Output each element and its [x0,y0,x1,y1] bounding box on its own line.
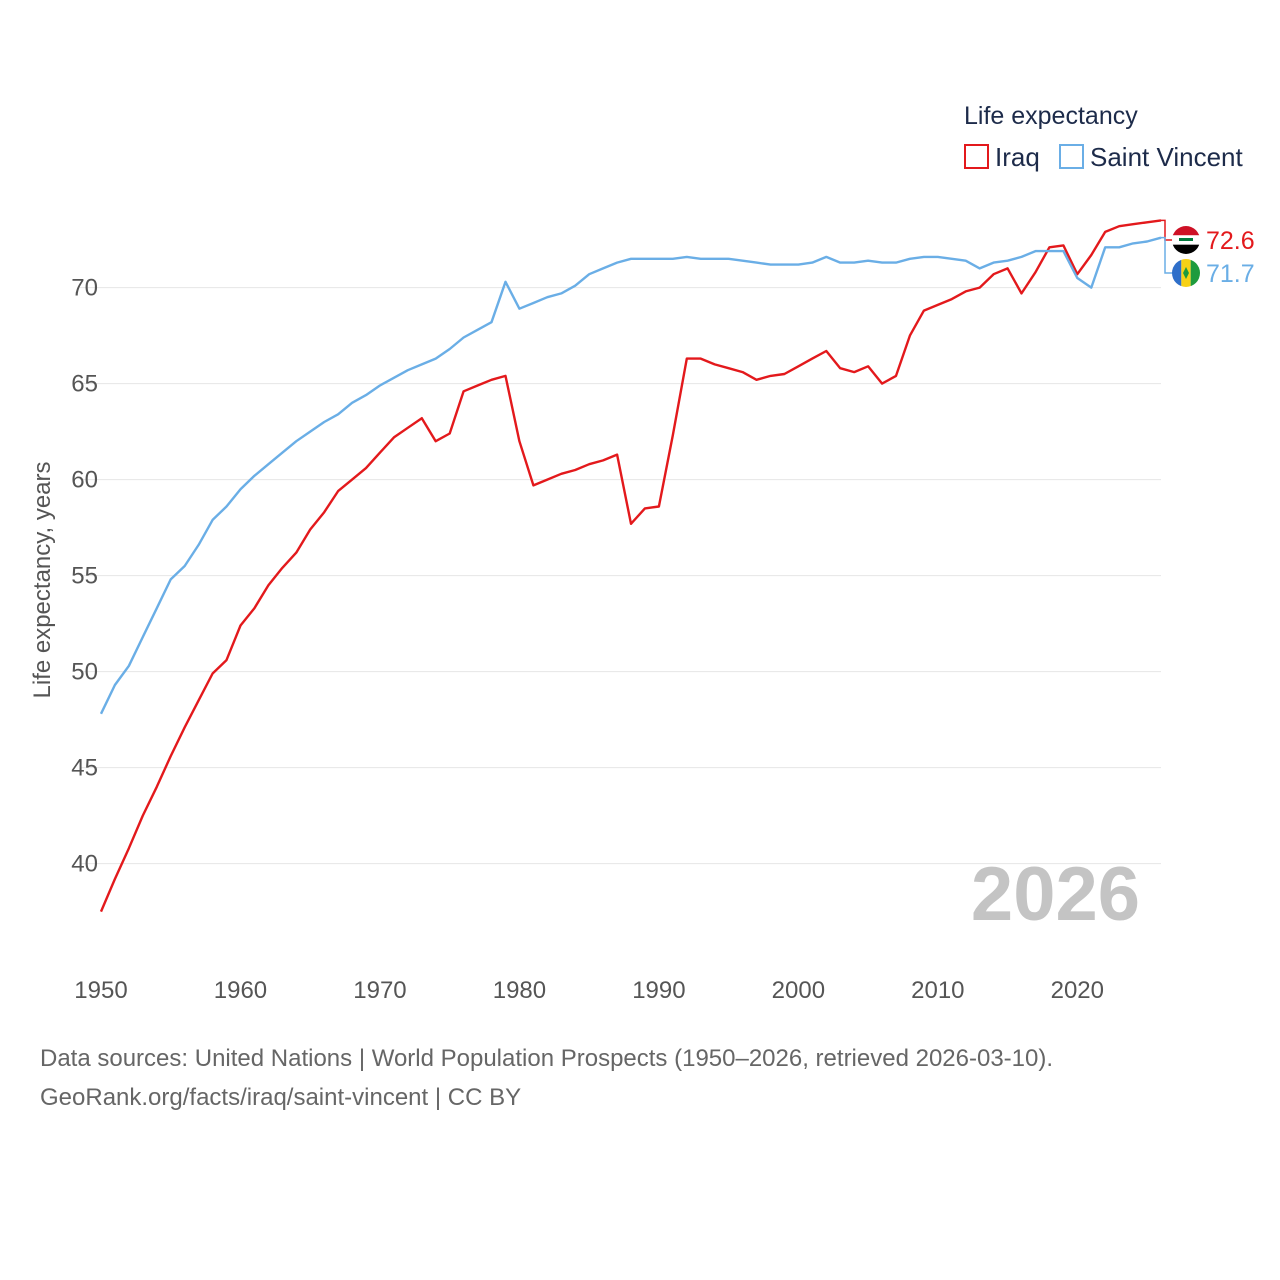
saint-vincent-flag-icon [1172,259,1200,287]
series-lines [99,219,1162,913]
x-tick-label: 1960 [214,977,267,1004]
legend-title: Life expectancy [964,102,1138,130]
footer-attribution: GeoRank.org/facts/iraq/saint-vincent | C… [40,1084,522,1111]
y-tick-label: 55 [71,563,98,590]
connector-saint-vincent [1161,236,1173,274]
x-tick-label: 2000 [772,977,825,1004]
current-year-watermark: 2026 [971,852,1140,937]
legend-swatch-iraq [964,144,989,169]
legend-label-saint-vincent: Saint Vincent [1090,142,1244,172]
y-tick-label: 45 [71,755,98,782]
x-tick-label: 1950 [74,977,127,1004]
x-axis-ticks: 1950 1960 1970 1980 1990 2000 2010 2020 [74,977,1104,1004]
series-line-iraq [99,219,1162,913]
y-axis-ticks: 40 45 50 55 60 65 70 [71,275,98,878]
x-tick-label: 2020 [1051,977,1104,1004]
end-label-saint-vincent: 71.7 [1206,260,1255,288]
y-axis-title: Life expectancy, years [29,461,56,698]
y-tick-label: 60 [71,467,98,494]
iraq-flag-icon [1172,226,1200,254]
x-tick-label: 2010 [911,977,964,1004]
end-label-iraq: 72.6 [1206,227,1255,255]
y-tick-label: 50 [71,659,98,686]
series-line-saint-vincent [99,236,1162,715]
connector-iraq [1161,219,1173,241]
x-tick-label: 1990 [632,977,685,1004]
x-tick-label: 1980 [493,977,546,1004]
y-tick-label: 65 [71,371,98,398]
end-markers: 72.6 71.7 [1161,219,1255,288]
legend-label-iraq: Iraq [995,142,1040,172]
legend: Life expectancy Iraq Saint Vincent [964,102,1244,172]
legend-swatch-saint-vincent [1059,144,1084,169]
line-chart: 40 45 50 55 60 65 70 1950 1960 1970 1980 1990 2000 2… [29,102,1255,1004]
y-tick-label: 70 [71,275,98,302]
y-tick-label: 40 [71,851,98,878]
footer-sources: Data sources: United Nations | World Pop… [40,1045,1054,1072]
gridlines [80,287,1161,865]
x-tick-label: 1970 [353,977,406,1004]
